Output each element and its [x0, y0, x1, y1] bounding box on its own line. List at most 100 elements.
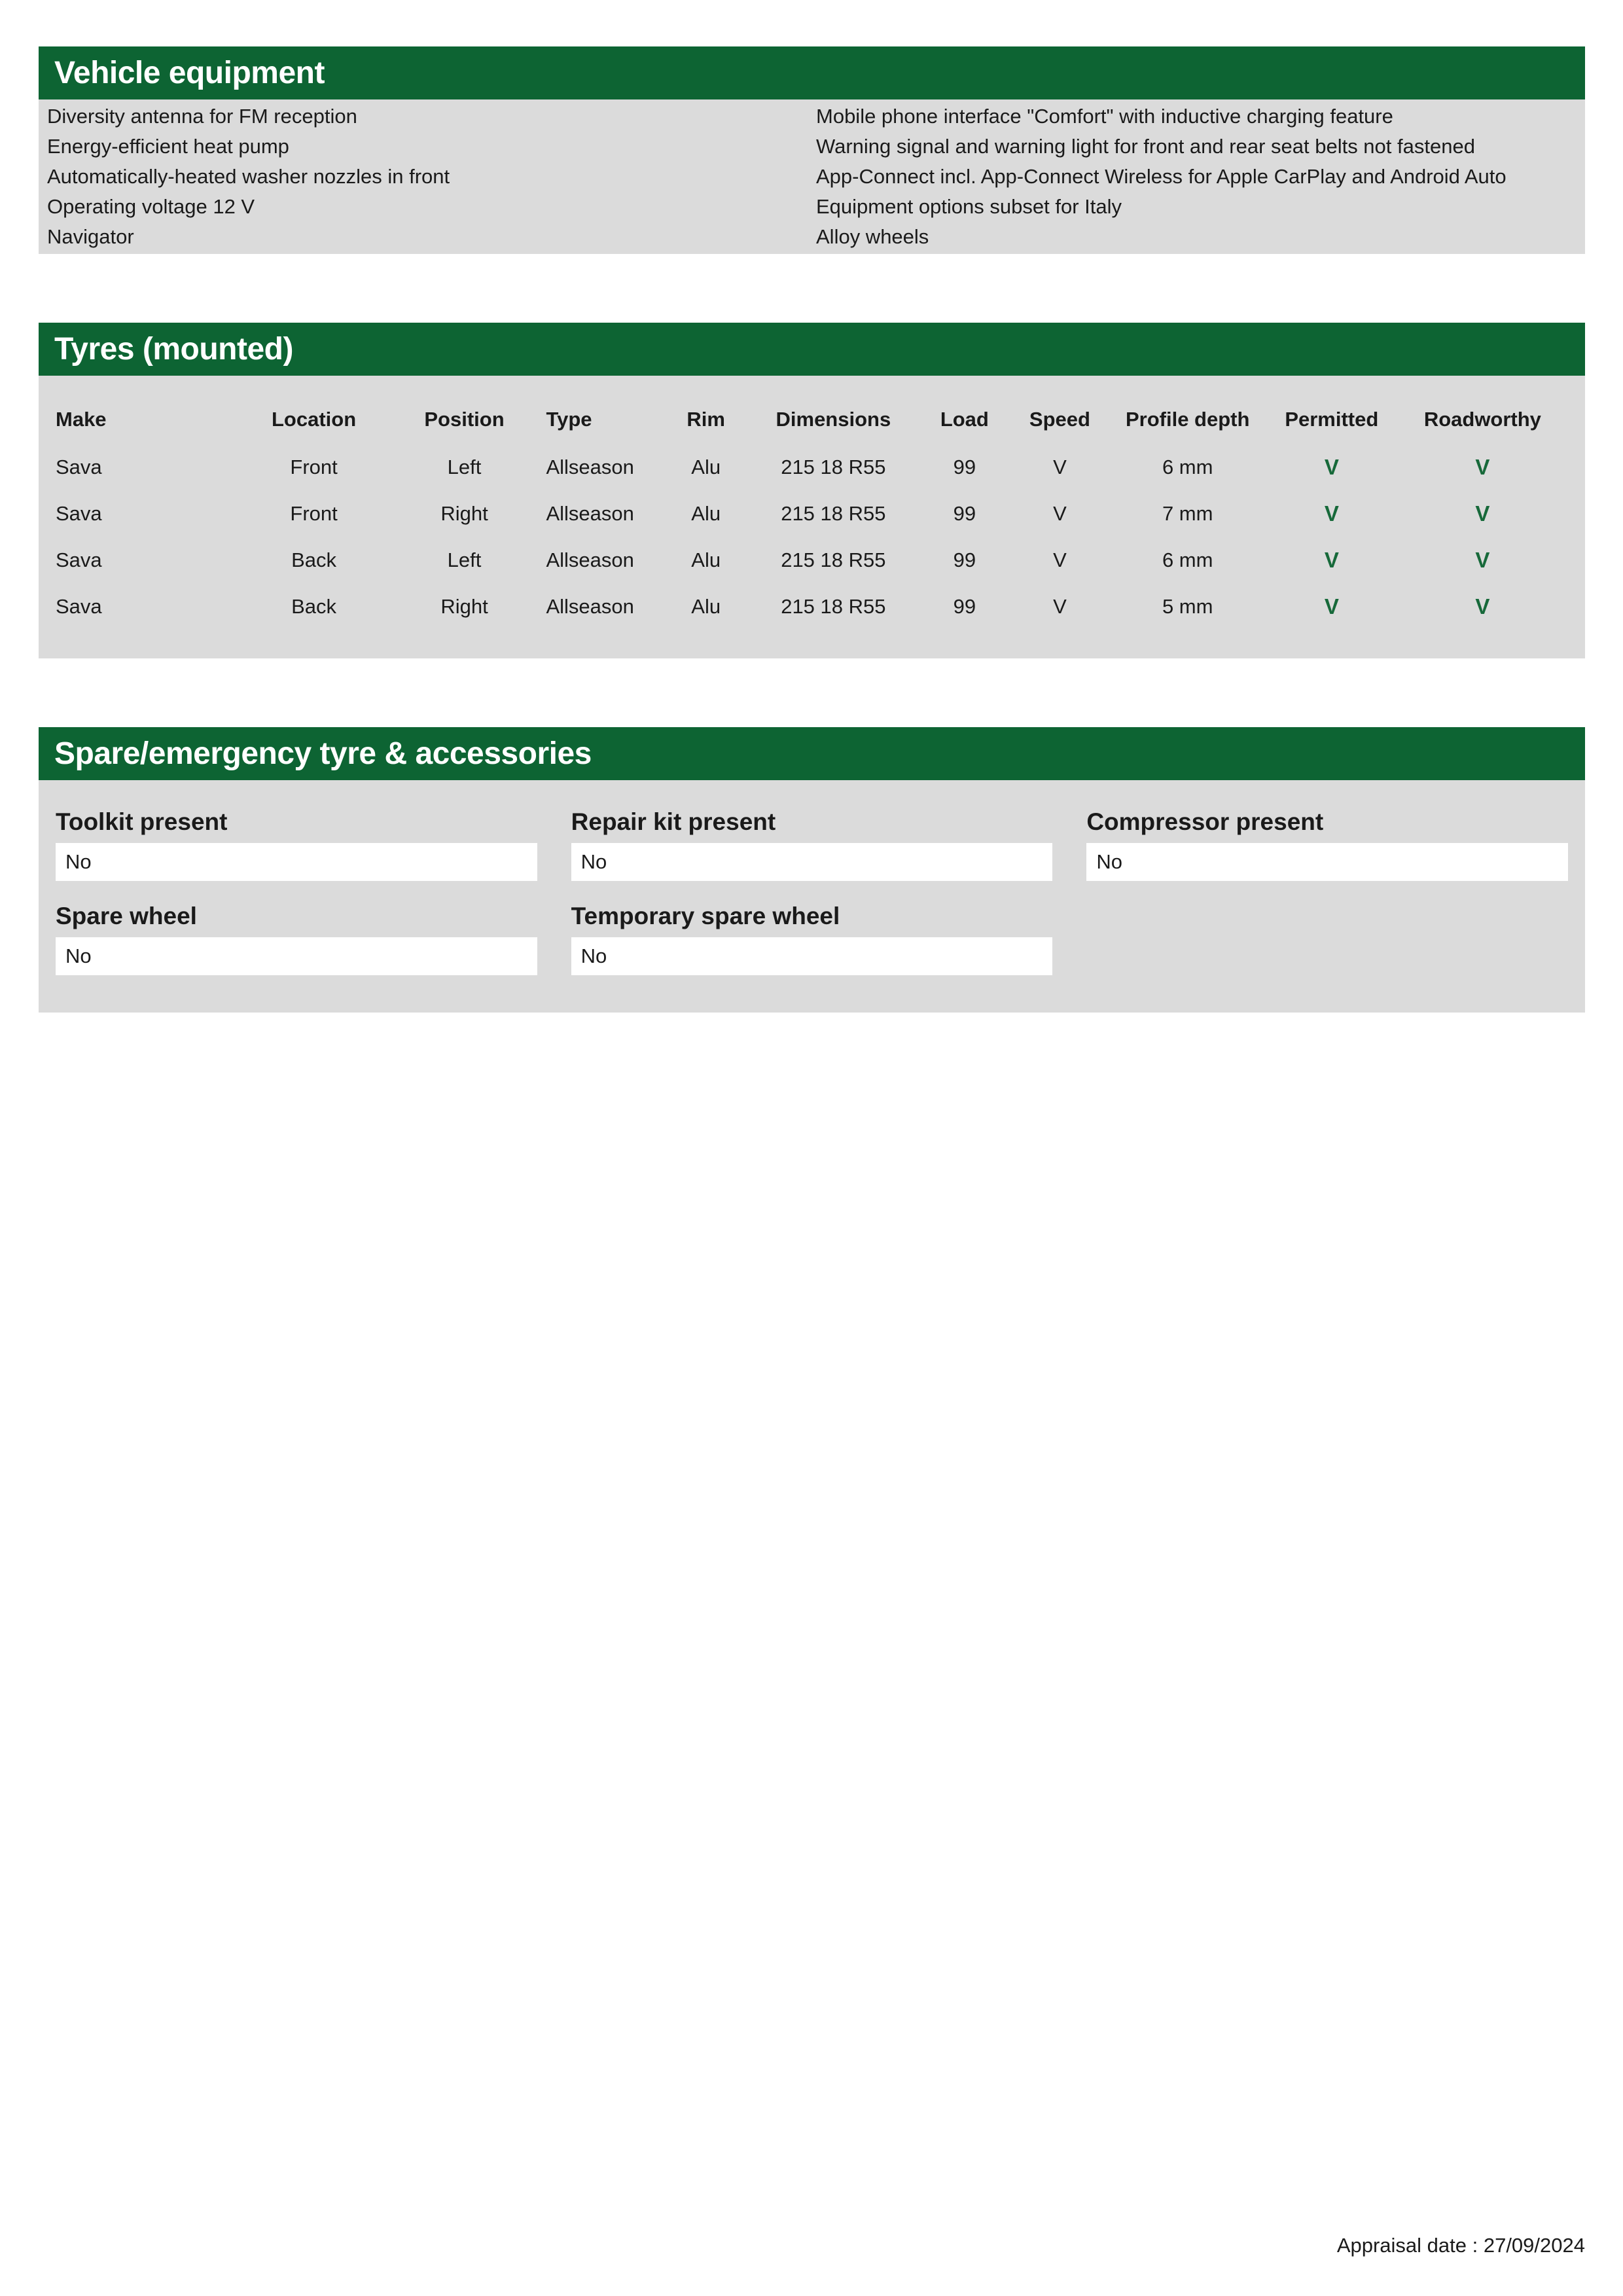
- tyre-position: Left: [447, 455, 482, 478]
- tyre-make: Sava: [56, 594, 102, 618]
- spare-wheel-field[interactable]: No: [56, 937, 537, 975]
- equipment-item: Diversity antenna for FM reception: [47, 105, 357, 128]
- tyres-section: Tyres (mounted) Make Location Position T…: [39, 323, 1585, 658]
- tyre-type: Allseason: [546, 455, 634, 478]
- spare-tyre-section: Spare/emergency tyre & accessories Toolk…: [39, 727, 1585, 1013]
- spare-field-empty: [1086, 902, 1568, 975]
- column-header-speed: Speed: [1029, 408, 1090, 431]
- spare-field: Toolkit present No: [56, 808, 537, 881]
- equipment-item: Automatically-heated washer nozzles in f…: [47, 165, 450, 188]
- column-header-location: Location: [272, 408, 357, 431]
- permitted-check: V: [1324, 501, 1339, 526]
- tyres-table-header-row: Make Location Position Type Rim Dimensio…: [56, 395, 1568, 444]
- equipment-item: Mobile phone interface "Comfort" with in…: [816, 105, 1393, 128]
- tyre-type: Allseason: [546, 594, 634, 618]
- tyre-position: Right: [440, 501, 488, 525]
- vehicle-equipment-title: Vehicle equipment: [54, 56, 325, 90]
- spare-field: Spare wheel No: [56, 902, 537, 975]
- tyre-position: Right: [440, 594, 488, 618]
- column-header-permitted: Permitted: [1285, 408, 1379, 431]
- tyre-speed: V: [1053, 501, 1067, 525]
- tyre-rim: Alu: [691, 548, 721, 571]
- equipment-item: Equipment options subset for Italy: [816, 195, 1122, 218]
- column-header-type: Type: [546, 408, 592, 431]
- column-header-dimensions: Dimensions: [776, 408, 891, 431]
- roadworthy-check: V: [1475, 594, 1490, 619]
- spare-field: Compressor present No: [1086, 808, 1568, 881]
- tyre-rim: Alu: [691, 594, 721, 618]
- spare-tyre-title: Spare/emergency tyre & accessories: [54, 736, 592, 771]
- tyre-dimensions: 215 18 R55: [781, 548, 886, 571]
- tyre-profile-depth: 6 mm: [1162, 548, 1213, 571]
- tyre-location: Back: [291, 594, 337, 618]
- vehicle-equipment-body: Diversity antenna for FM reception Energ…: [39, 99, 1585, 254]
- spare-field: Temporary spare wheel No: [571, 902, 1053, 975]
- tyre-speed: V: [1053, 594, 1067, 618]
- tyre-dimensions: 215 18 R55: [781, 501, 886, 525]
- equipment-item: Alloy wheels: [816, 225, 929, 248]
- tyre-load: 99: [953, 548, 976, 571]
- equipment-left-column: Diversity antenna for FM reception Energ…: [47, 101, 816, 252]
- vehicle-equipment-header: Vehicle equipment: [39, 46, 1585, 99]
- tyre-rim: Alu: [691, 455, 721, 478]
- compressor-present-label: Compressor present: [1086, 808, 1324, 835]
- permitted-check: V: [1324, 594, 1339, 619]
- column-header-rim: Rim: [687, 408, 725, 431]
- compressor-present-field[interactable]: No: [1086, 843, 1568, 881]
- tyre-load: 99: [953, 501, 976, 525]
- tyre-location: Front: [290, 455, 338, 478]
- toolkit-present-label: Toolkit present: [56, 808, 228, 835]
- tyre-rim: Alu: [691, 501, 721, 525]
- tyre-make: Sava: [56, 501, 102, 525]
- tyre-load: 99: [953, 594, 976, 618]
- tyre-profile-depth: 7 mm: [1162, 501, 1213, 525]
- equipment-item: App-Connect incl. App-Connect Wireless f…: [816, 165, 1507, 188]
- tyre-dimensions: 215 18 R55: [781, 594, 886, 618]
- tyre-row: Sava Back Left Allseason Alu 215 18 R55 …: [56, 537, 1568, 583]
- tyres-table: Make Location Position Type Rim Dimensio…: [56, 395, 1568, 630]
- spare-tyre-header: Spare/emergency tyre & accessories: [39, 727, 1585, 780]
- equipment-right-column: Mobile phone interface "Comfort" with in…: [816, 101, 1585, 252]
- tyres-body: Make Location Position Type Rim Dimensio…: [39, 376, 1585, 658]
- tyre-profile-depth: 6 mm: [1162, 455, 1213, 478]
- equipment-item: Navigator: [47, 225, 134, 248]
- spare-tyre-body: Toolkit present No Repair kit present No…: [39, 780, 1585, 1013]
- tyres-header: Tyres (mounted): [39, 323, 1585, 376]
- tyre-row: Sava Front Left Allseason Alu 215 18 R55…: [56, 444, 1568, 490]
- tyre-position: Left: [447, 548, 482, 571]
- tyre-row: Sava Back Right Allseason Alu 215 18 R55…: [56, 583, 1568, 630]
- tyre-location: Back: [291, 548, 337, 571]
- tyre-type: Allseason: [546, 548, 634, 571]
- tyre-row: Sava Front Right Allseason Alu 215 18 R5…: [56, 490, 1568, 537]
- report-content: Vehicle equipment Diversity antenna for …: [39, 46, 1585, 1013]
- column-header-profile-depth: Profile depth: [1125, 408, 1250, 431]
- equipment-item: Energy-efficient heat pump: [47, 135, 289, 158]
- roadworthy-check: V: [1475, 454, 1490, 479]
- tyre-dimensions: 215 18 R55: [781, 455, 886, 478]
- spare-wheel-label: Spare wheel: [56, 903, 197, 929]
- equipment-item: Operating voltage 12 V: [47, 195, 255, 218]
- tyre-speed: V: [1053, 455, 1067, 478]
- temporary-spare-wheel-label: Temporary spare wheel: [571, 903, 840, 929]
- permitted-check: V: [1324, 454, 1339, 479]
- appraisal-date: Appraisal date : 27/09/2024: [1336, 2234, 1585, 2257]
- tyre-profile-depth: 5 mm: [1162, 594, 1213, 618]
- roadworthy-check: V: [1475, 547, 1490, 572]
- temporary-spare-wheel-field[interactable]: No: [571, 937, 1053, 975]
- tyre-location: Front: [290, 501, 338, 525]
- tyre-make: Sava: [56, 548, 102, 571]
- toolkit-present-field[interactable]: No: [56, 843, 537, 881]
- vehicle-equipment-section: Vehicle equipment Diversity antenna for …: [39, 46, 1585, 254]
- column-header-load: Load: [940, 408, 989, 431]
- column-header-roadworthy: Roadworthy: [1423, 408, 1541, 431]
- roadworthy-check: V: [1475, 501, 1490, 526]
- column-header-position: Position: [424, 408, 505, 431]
- equipment-item: Warning signal and warning light for fro…: [816, 135, 1475, 158]
- permitted-check: V: [1324, 547, 1339, 572]
- tyre-type: Allseason: [546, 501, 634, 525]
- column-header-make: Make: [56, 408, 107, 431]
- repair-kit-present-field[interactable]: No: [571, 843, 1053, 881]
- repair-kit-present-label: Repair kit present: [571, 808, 776, 835]
- spare-field: Repair kit present No: [571, 808, 1053, 881]
- tyre-speed: V: [1053, 548, 1067, 571]
